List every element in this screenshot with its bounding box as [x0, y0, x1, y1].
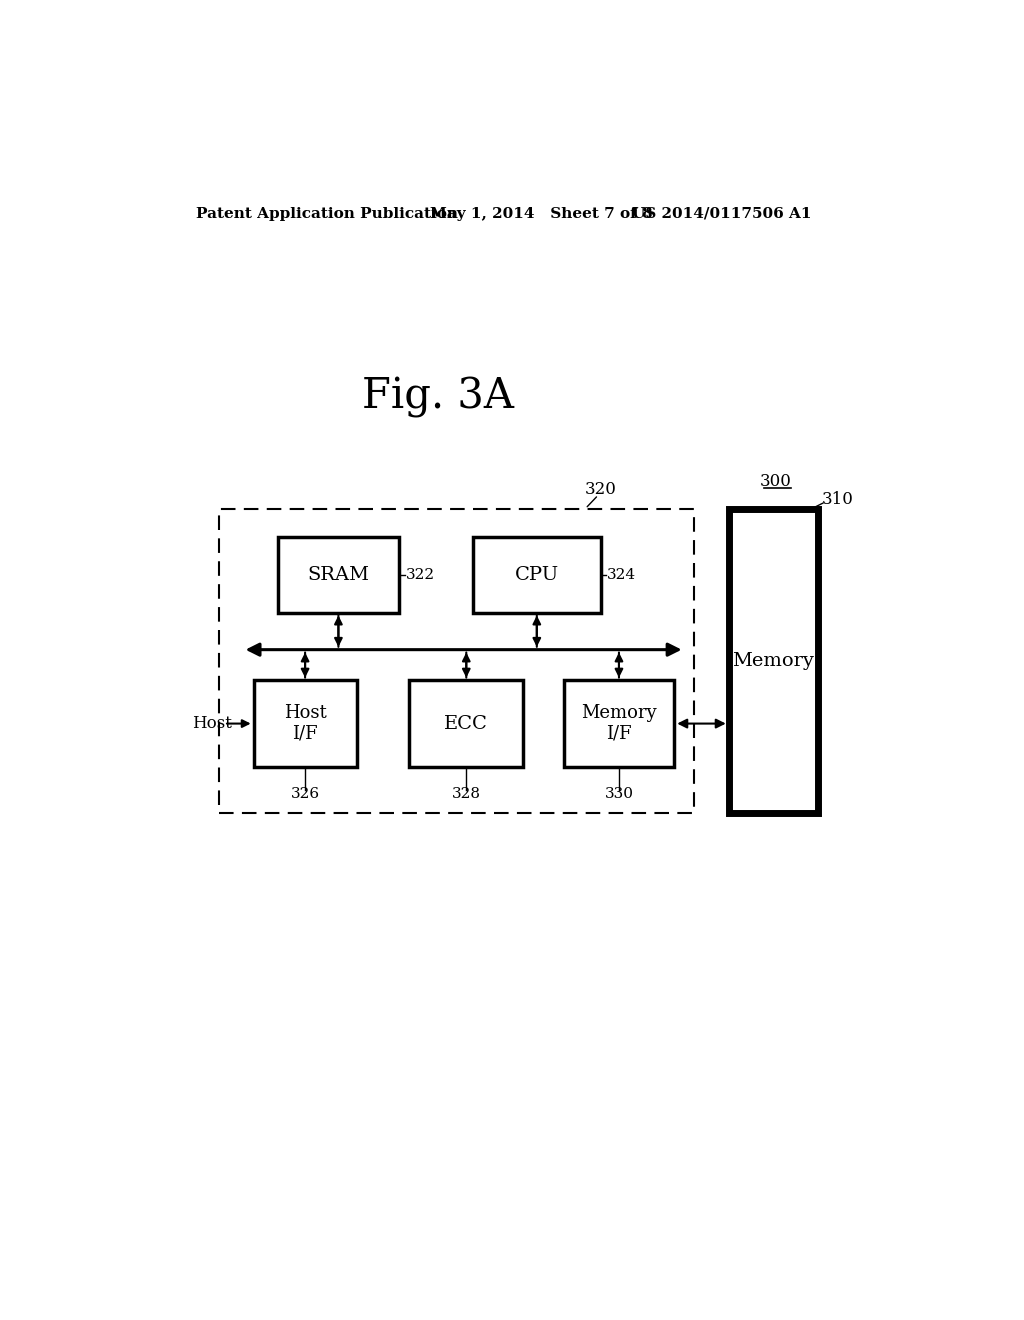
- Bar: [410, 681, 523, 767]
- Bar: [278, 537, 399, 612]
- Bar: [473, 537, 601, 612]
- Text: 328: 328: [452, 787, 481, 801]
- Bar: [729, 508, 818, 813]
- Text: Memory
I/F: Memory I/F: [582, 704, 656, 743]
- Text: 310: 310: [821, 491, 853, 508]
- Bar: [254, 681, 356, 767]
- Text: Memory: Memory: [732, 652, 814, 669]
- Text: Host: Host: [191, 715, 231, 733]
- Text: 322: 322: [406, 568, 434, 582]
- Text: US 2014/0117506 A1: US 2014/0117506 A1: [632, 207, 811, 220]
- Bar: [219, 508, 693, 813]
- Text: CPU: CPU: [515, 566, 559, 583]
- Text: 324: 324: [607, 568, 636, 582]
- Bar: [563, 681, 675, 767]
- Text: ECC: ECC: [444, 714, 488, 733]
- Text: Patent Application Publication: Patent Application Publication: [197, 207, 458, 220]
- Text: 330: 330: [604, 787, 634, 801]
- Text: 300: 300: [760, 474, 792, 490]
- Text: SRAM: SRAM: [307, 566, 370, 583]
- Text: 326: 326: [291, 787, 319, 801]
- Text: Fig. 3A: Fig. 3A: [362, 376, 514, 418]
- Text: Host
I/F: Host I/F: [284, 704, 327, 743]
- Text: 320: 320: [585, 480, 616, 498]
- Text: May 1, 2014   Sheet 7 of 8: May 1, 2014 Sheet 7 of 8: [430, 207, 653, 220]
